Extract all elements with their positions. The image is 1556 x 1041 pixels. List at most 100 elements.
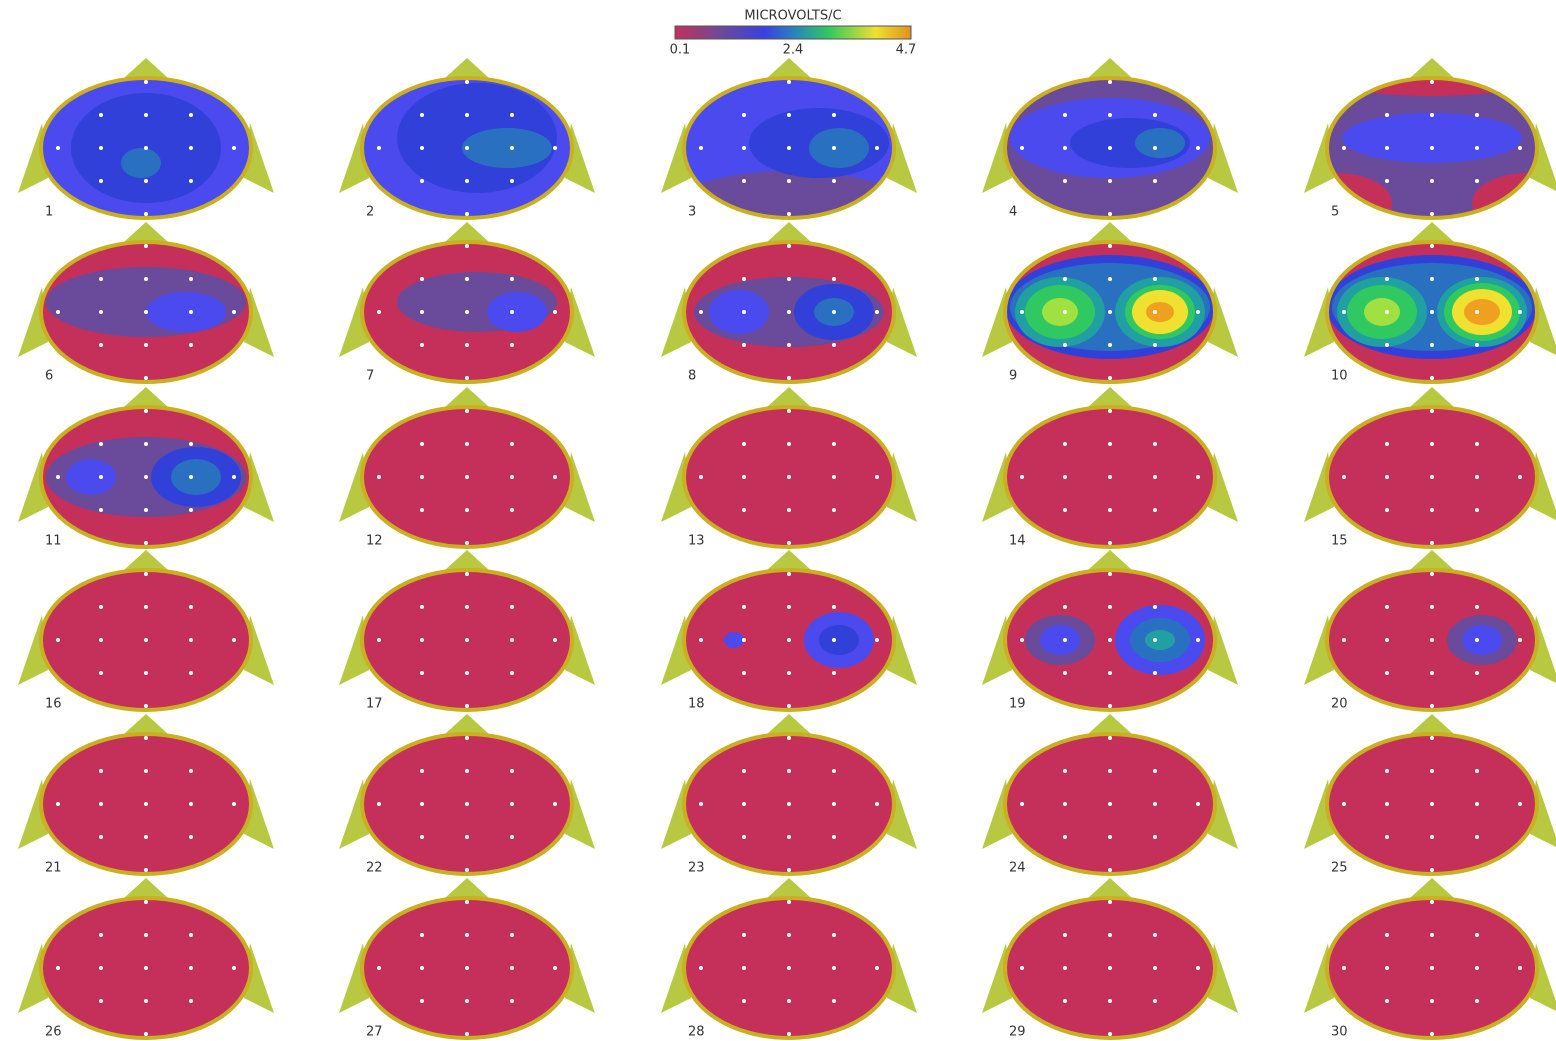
colorbar <box>674 25 912 40</box>
electrode <box>1342 966 1346 970</box>
electrode <box>1196 146 1200 150</box>
electrode <box>787 999 791 1003</box>
map-label: 13 <box>688 534 705 549</box>
electrode <box>1475 277 1479 281</box>
electrode <box>787 244 791 248</box>
electrode <box>465 80 469 84</box>
electrode <box>832 146 836 150</box>
electrode <box>1518 475 1522 479</box>
electrode <box>1430 835 1434 839</box>
electrode <box>420 835 424 839</box>
electrode <box>1342 638 1346 642</box>
head-map: 10 <box>1304 222 1556 384</box>
electrode <box>1108 179 1112 183</box>
electrode <box>1153 475 1157 479</box>
head-outline <box>1003 405 1217 549</box>
electrode <box>99 802 103 806</box>
head-outline <box>360 405 574 549</box>
electrode <box>1518 802 1522 806</box>
electrode <box>1385 113 1389 117</box>
colorbar-tick-label: 0.1 <box>670 43 691 58</box>
electrode <box>1153 769 1157 773</box>
electrode <box>465 638 469 642</box>
electrode <box>465 409 469 413</box>
electrode <box>99 146 103 150</box>
map-label: 29 <box>1009 1025 1026 1040</box>
electrode <box>1153 442 1157 446</box>
electrode <box>832 999 836 1003</box>
map-label: 3 <box>688 205 696 220</box>
head-nose <box>124 550 168 570</box>
scalp <box>1005 78 1215 218</box>
electrode <box>832 508 836 512</box>
head-outline <box>1325 732 1539 876</box>
electrode <box>742 146 746 150</box>
electrode <box>1196 802 1200 806</box>
head-outline <box>682 76 896 220</box>
electrode <box>553 638 557 642</box>
electrode <box>189 835 193 839</box>
electrode <box>787 442 791 446</box>
electrode <box>1475 605 1479 609</box>
electrode <box>1108 146 1112 150</box>
electrode <box>144 769 148 773</box>
electrode <box>1385 442 1389 446</box>
electrode <box>1430 966 1434 970</box>
head-nose <box>124 58 168 78</box>
electrode <box>144 704 148 708</box>
electrode <box>420 605 424 609</box>
contour-region <box>819 625 859 655</box>
electrode <box>420 999 424 1003</box>
head-outline <box>39 896 253 1040</box>
contour-region <box>121 148 161 178</box>
electrode <box>787 704 791 708</box>
electrode <box>1430 442 1434 446</box>
electrode <box>787 769 791 773</box>
electrode <box>1430 310 1434 314</box>
electrode <box>420 638 424 642</box>
head-map: 23 <box>661 714 917 876</box>
electrode <box>99 442 103 446</box>
head-nose <box>1088 550 1132 570</box>
electrode <box>1475 835 1479 839</box>
head-outline <box>1003 568 1217 712</box>
electrode <box>144 475 148 479</box>
head-outline <box>682 240 896 384</box>
electrode <box>510 605 514 609</box>
electrode <box>1063 113 1067 117</box>
electrode <box>1196 310 1200 314</box>
electrode <box>510 835 514 839</box>
electrode <box>144 244 148 248</box>
electrode <box>787 638 791 642</box>
electrode <box>1153 671 1157 675</box>
contour-region <box>1464 299 1500 325</box>
electrode <box>1475 113 1479 117</box>
electrode <box>1153 638 1157 642</box>
map-label: 12 <box>366 534 383 549</box>
electrode <box>420 769 424 773</box>
head-map: 25 <box>1304 714 1556 876</box>
head-map: 20 <box>1304 550 1556 712</box>
electrode <box>787 508 791 512</box>
electrode <box>1108 605 1112 609</box>
electrode <box>1430 572 1434 576</box>
electrode <box>56 966 60 970</box>
electrode <box>832 343 836 347</box>
electrode <box>144 1032 148 1036</box>
electrode <box>465 671 469 675</box>
head-map: 14 <box>982 387 1238 549</box>
electrode <box>99 179 103 183</box>
contour-region <box>66 459 116 495</box>
head-outline <box>1325 568 1539 712</box>
electrode <box>420 310 424 314</box>
electrode <box>1385 835 1389 839</box>
electrode <box>189 999 193 1003</box>
electrode <box>1518 966 1522 970</box>
electrode <box>1108 769 1112 773</box>
electrode <box>1385 508 1389 512</box>
scalp <box>41 242 251 382</box>
electrode <box>144 508 148 512</box>
head-map: 26 <box>18 878 274 1040</box>
electrode <box>1108 310 1112 314</box>
electrode <box>832 605 836 609</box>
